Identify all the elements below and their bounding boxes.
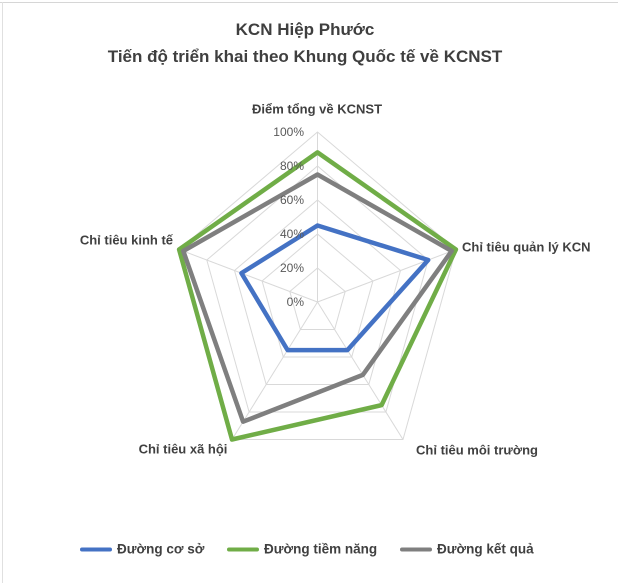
legend-swatch-icon	[400, 547, 432, 551]
legend-label: Đường cơ sở	[117, 541, 205, 557]
axis-spoke-3	[231, 301, 318, 440]
chart-title: KCN Hiệp Phước Tiến độ triển khai theo K…	[0, 16, 610, 70]
axis-spoke-1	[317, 249, 457, 303]
axis-label-4: Chỉ tiêu kinh tế	[79, 232, 173, 248]
legend-label: Đường kết quả	[437, 541, 534, 557]
grid-ring-40	[261, 233, 374, 358]
axis-label-0: Điểm tổng về KCNST	[251, 101, 383, 117]
legend-label: Đường tiềm năng	[264, 541, 378, 557]
grid-ring-20	[289, 267, 346, 330]
chart-title-line1: KCN Hiệp Phước	[235, 20, 375, 39]
tick-label-100: 100%	[273, 125, 304, 139]
grid-ring-60	[234, 199, 401, 385]
legend-item-đường-tiềm-năng: Đường tiềm năng	[227, 542, 377, 557]
series-polygon-đường-tiềm-năng	[176, 150, 459, 442]
axis-spoke-4	[178, 249, 318, 303]
chart-title-line2: Tiến độ triển khai theo Khung Quốc tế về…	[107, 47, 503, 66]
tick-label-20: 20%	[279, 261, 304, 275]
legend-swatch-icon	[227, 547, 259, 551]
axis-label-2: Chỉ tiêu môi trường	[416, 442, 538, 458]
series-polygon-đường-cơ-sở	[239, 223, 431, 353]
series-polygon-đường-kết-quả	[181, 172, 454, 424]
axis-label-1: Chỉ tiêu quản lý KCN	[462, 239, 591, 255]
axis-label-3: Chỉ tiêu xã hội	[138, 441, 228, 457]
tick-label-40: 40%	[279, 227, 304, 241]
tick-label-60: 60%	[279, 193, 304, 207]
legend-item-đường-cơ-sở: Đường cơ sở	[80, 542, 204, 557]
legend-item-đường-kết-quả: Đường kết quả	[400, 542, 534, 557]
tick-label-0: 0%	[286, 295, 304, 309]
left-border-line	[2, 2, 3, 583]
top-border-line	[0, 2, 618, 3]
grid-ring-80	[206, 165, 429, 413]
legend-swatch-icon	[80, 547, 112, 551]
tick-label-80: 80%	[279, 159, 304, 173]
grid-ring-100	[178, 131, 457, 440]
axis-spoke-2	[317, 301, 404, 440]
